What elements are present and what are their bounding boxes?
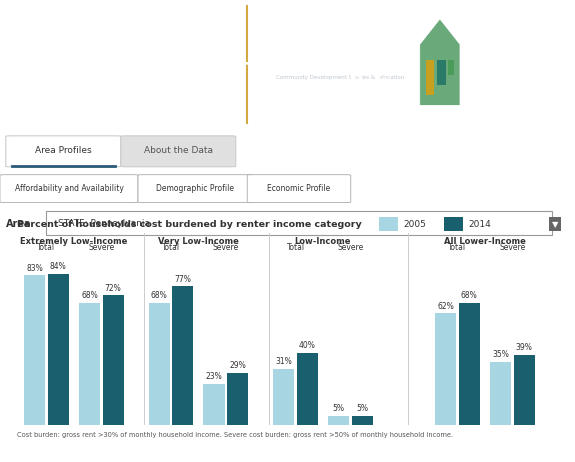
- Bar: [426, 60, 434, 95]
- Text: Federal Reserve Bank of Philadelphia: Federal Reserve Bank of Philadelphia: [276, 36, 421, 44]
- Text: 84%: 84%: [50, 262, 67, 271]
- Text: 2005: 2005: [404, 219, 427, 229]
- Text: 72%: 72%: [105, 284, 121, 292]
- Text: Area: Area: [6, 219, 31, 229]
- Text: Total: Total: [448, 243, 466, 252]
- Bar: [102, 295, 124, 425]
- Text: 2014: 2014: [469, 219, 491, 229]
- Bar: [448, 60, 454, 75]
- Text: Total: Total: [37, 243, 56, 252]
- Bar: [490, 362, 511, 425]
- Text: STATE: Pennsylvania: STATE: Pennsylvania: [58, 219, 150, 228]
- Bar: [352, 416, 373, 425]
- Text: Community Development Studies & Education: Community Development Studies & Educatio…: [276, 75, 404, 80]
- Text: Economic Profile: Economic Profile: [267, 184, 331, 193]
- Text: 35%: 35%: [492, 350, 509, 359]
- Bar: [435, 313, 456, 425]
- Text: 68%: 68%: [151, 291, 167, 300]
- Text: 5%: 5%: [356, 404, 368, 413]
- Text: 29%: 29%: [229, 361, 246, 370]
- Text: Affordability and Availability: Affordability and Availability: [14, 184, 124, 193]
- Text: 39%: 39%: [516, 343, 532, 352]
- Text: About the Data: About the Data: [144, 146, 213, 155]
- Bar: [204, 383, 225, 425]
- Bar: [297, 353, 318, 425]
- Text: Rental Housing: Rental Housing: [12, 16, 203, 36]
- Text: 77%: 77%: [174, 274, 191, 284]
- Bar: [227, 373, 248, 425]
- FancyBboxPatch shape: [138, 175, 253, 202]
- Bar: [48, 274, 69, 425]
- Bar: [513, 355, 535, 425]
- Text: Extremely Low-Income: Extremely Low-Income: [20, 237, 128, 246]
- Text: Demographic Profile: Demographic Profile: [156, 184, 235, 193]
- Text: 40%: 40%: [299, 341, 316, 350]
- Bar: [172, 286, 193, 425]
- Text: 83%: 83%: [26, 264, 43, 273]
- FancyBboxPatch shape: [247, 175, 351, 202]
- FancyBboxPatch shape: [6, 136, 121, 167]
- Bar: [328, 416, 349, 425]
- Text: Affordability Data Tool: Affordability Data Tool: [12, 62, 294, 82]
- Text: Very Low-Income: Very Low-Income: [158, 237, 239, 246]
- Text: ▼: ▼: [551, 219, 558, 229]
- Text: Area Profiles: Area Profiles: [35, 146, 91, 155]
- Text: Percent of households cost burdened by renter income category: Percent of households cost burdened by r…: [17, 219, 362, 229]
- Bar: [444, 217, 463, 231]
- Bar: [273, 369, 294, 425]
- Text: Total: Total: [286, 243, 305, 252]
- Text: 31%: 31%: [275, 358, 292, 366]
- Bar: [380, 217, 398, 231]
- Text: Severe: Severe: [88, 243, 114, 252]
- FancyBboxPatch shape: [121, 136, 236, 167]
- Text: Low-Income: Low-Income: [295, 237, 351, 246]
- Text: 68%: 68%: [81, 291, 98, 300]
- Text: Severe: Severe: [338, 243, 363, 252]
- Text: 68%: 68%: [461, 291, 478, 300]
- Bar: [24, 275, 45, 425]
- Text: Severe: Severe: [499, 243, 526, 252]
- FancyBboxPatch shape: [46, 211, 552, 236]
- Text: 23%: 23%: [206, 372, 223, 381]
- Text: Severe: Severe: [213, 243, 239, 252]
- Bar: [149, 303, 170, 425]
- Bar: [437, 60, 446, 85]
- Text: 62%: 62%: [438, 302, 454, 310]
- Bar: [459, 303, 480, 425]
- Text: Total: Total: [162, 243, 180, 252]
- Text: All Lower-Income: All Lower-Income: [444, 237, 526, 246]
- FancyBboxPatch shape: [0, 175, 138, 202]
- Polygon shape: [420, 19, 460, 105]
- Text: 5%: 5%: [332, 404, 344, 413]
- Bar: [79, 303, 100, 425]
- Text: Cost burden: gross rent >30% of monthly household income. Severe cost burden: gr: Cost burden: gross rent >30% of monthly …: [17, 432, 453, 438]
